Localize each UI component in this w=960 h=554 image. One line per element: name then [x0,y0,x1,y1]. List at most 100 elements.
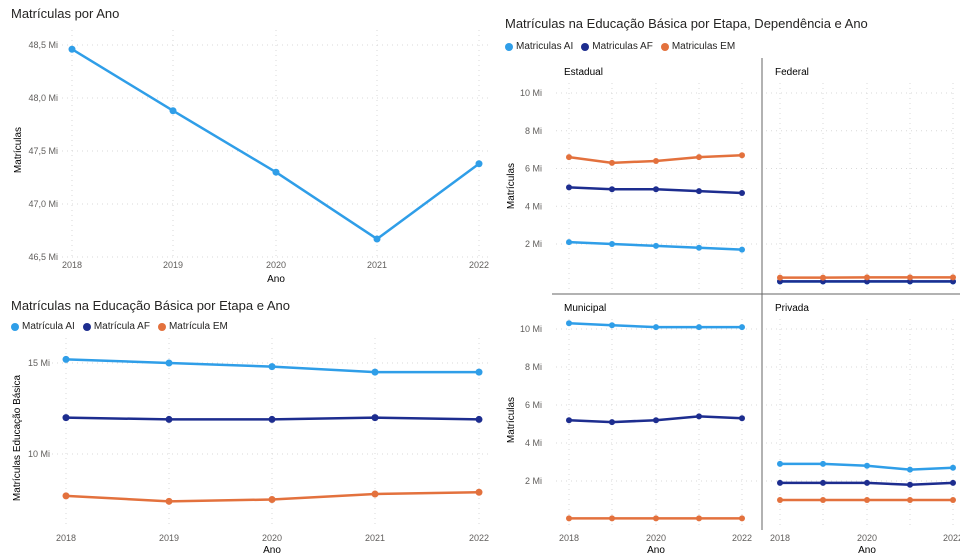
panel-municipal-point-0-2[interactable] [653,324,659,331]
panel-estadual-point-0-1[interactable] [609,241,615,247]
panel-estadual-point-2-0[interactable] [566,154,572,161]
panel-estadual-point-2-1[interactable] [609,159,615,166]
panel-y-tick: 6 Mi [525,164,542,174]
panel-privada-point-0-4[interactable] [950,464,956,471]
por-ano-point-0-3[interactable] [373,235,381,243]
panel-privada-point-2-3[interactable] [907,497,913,503]
panel-privada-point-2-4[interactable] [950,497,956,503]
legend-item-ai[interactable]: Matriculas AI [505,41,573,52]
por-ano-point-0-4[interactable] [475,160,483,168]
panel-x-tick: 2018 [770,533,790,543]
legend-item-af[interactable]: Matrícula AF [82,321,150,332]
panel-municipal-point-2-0[interactable] [566,515,572,522]
por-ano-x-tick: 2019 [163,260,183,270]
panel-y-tick: 2 Mi [525,476,542,486]
panel-privada-point-1-1[interactable] [820,479,826,486]
panel-federal-point-2-2[interactable] [864,274,870,281]
panel-privada-point-2-2[interactable] [864,497,870,503]
panel-label-estadual: Estadual [564,67,603,78]
legend-item-ai[interactable]: Matrícula AI [11,321,75,332]
etapa-ano-point-1-0[interactable] [62,414,70,422]
por-ano-point-0-0[interactable] [68,45,76,53]
panel-x-label: Ano [858,545,876,554]
panel-municipal-point-2-1[interactable] [609,515,615,522]
panel-estadual-point-0-0[interactable] [566,239,572,246]
etapa-ano-point-2-2[interactable] [268,496,276,503]
panel-estadual-point-2-2[interactable] [653,157,659,164]
panel-municipal-point-0-3[interactable] [696,324,702,331]
panel-y-tick: 10 Mi [520,324,542,334]
panel-municipal-point-0-0[interactable] [566,320,572,327]
etapa-ano-y-tick: 10 Mi [28,449,50,459]
panel-municipal-point-0-1[interactable] [609,322,615,329]
panel-municipal-point-2-3[interactable] [696,515,702,522]
por-ano-y-tick: 46,5 Mi [28,252,58,262]
por-ano-x-label: Ano [267,274,285,285]
panel-privada-point-1-2[interactable] [864,479,870,486]
por-ano-point-0-2[interactable] [272,168,280,176]
etapa-ano-point-1-1[interactable] [165,415,173,423]
panel-federal-point-2-0[interactable] [777,274,783,281]
panel-federal-point-2-3[interactable] [907,274,913,281]
etapa-ano-point-2-1[interactable] [165,497,173,505]
panel-municipal-point-2-2[interactable] [653,515,659,522]
etapa-ano-point-0-4[interactable] [475,368,483,376]
etapa-ano-point-0-1[interactable] [165,359,173,367]
panel-federal-point-2-4[interactable] [950,274,956,281]
etapa-ano-point-1-3[interactable] [371,414,379,422]
panel-estadual-point-2-4[interactable] [739,152,745,159]
panel-municipal-point-1-2[interactable] [653,417,659,424]
legend-etapa-dependencia: Matriculas AI Matriculas AF Matriculas E… [505,41,735,52]
panel-federal-point-2-1[interactable] [820,274,826,281]
panel-privada-point-2-0[interactable] [777,497,783,503]
panel-municipal-point-1-3[interactable] [696,413,702,420]
legend-dot-ai [505,42,513,51]
por-ano-x-tick: 2020 [266,260,286,270]
panel-municipal-point-1-4[interactable] [739,415,745,422]
panel-estadual-point-1-2[interactable] [653,186,659,193]
panel-estadual-point-1-3[interactable] [696,188,702,195]
panel-privada-point-1-3[interactable] [907,481,913,488]
etapa-ano-point-0-0[interactable] [62,355,70,363]
legend-dot-em [157,322,166,331]
etapa-ano-x-tick: 2020 [262,533,282,543]
panel-municipal-point-1-1[interactable] [609,419,615,426]
panel-y-tick: 4 Mi [525,438,542,448]
etapa-ano-point-2-4[interactable] [475,488,483,496]
legend-item-em[interactable]: Matriculas EM [660,41,735,52]
panel-estadual-point-1-1[interactable] [609,186,615,193]
panel-estadual-point-0-2[interactable] [653,242,659,249]
etapa-ano-point-2-3[interactable] [371,490,379,498]
etapa-ano-x-tick: 2019 [159,533,179,543]
panel-privada-point-0-2[interactable] [864,462,870,469]
panel-privada-point-1-4[interactable] [950,479,956,486]
etapa-ano-y-label: Matrículas Educação Básica [12,374,23,501]
panel-privada-point-0-1[interactable] [820,460,826,467]
etapa-ano-point-0-3[interactable] [371,368,379,376]
legend-item-em[interactable]: Matrícula EM [157,321,228,332]
panel-privada-point-0-3[interactable] [907,466,913,473]
panel-y-tick: 8 Mi [525,126,542,136]
panel-privada-point-2-1[interactable] [820,497,826,503]
panel-estadual-point-2-3[interactable] [696,154,702,161]
panel-municipal-point-1-0[interactable] [566,417,572,424]
panel-estadual-point-0-3[interactable] [696,244,702,251]
etapa-ano-point-0-2[interactable] [268,363,276,371]
panel-privada-point-0-0[interactable] [777,460,783,467]
panel-estadual-point-1-4[interactable] [739,190,745,197]
dependencia-y-label-top: Matrículas [506,163,517,209]
por-ano-y-tick: 48,5 Mi [28,40,58,50]
legend-item-af[interactable]: Matriculas AF [581,41,653,52]
etapa-ano-point-2-0[interactable] [62,492,70,500]
etapa-ano-point-1-4[interactable] [475,415,483,423]
etapa-ano-point-1-2[interactable] [268,415,276,423]
panel-municipal-point-0-4[interactable] [739,324,745,331]
por-ano-point-0-1[interactable] [169,107,177,115]
chart-title-por-ano: Matrículas por Ano [11,6,120,21]
panel-estadual-point-1-0[interactable] [566,184,572,191]
panel-municipal-point-2-4[interactable] [739,515,745,522]
panel-privada-point-1-0[interactable] [777,479,783,486]
por-ano-y-label: Matrículas [13,127,24,173]
panel-estadual-point-0-4[interactable] [739,246,745,253]
